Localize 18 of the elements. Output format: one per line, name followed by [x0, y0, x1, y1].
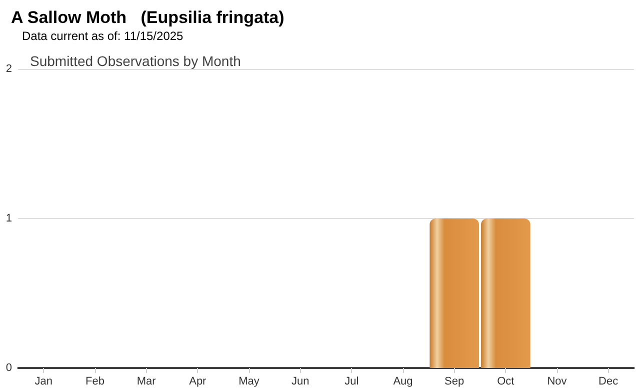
x-tick-label: Apr: [189, 376, 207, 388]
x-tick-label: Aug: [393, 376, 413, 388]
x-tick-label: Oct: [497, 376, 514, 388]
y-tick-label: 2: [6, 63, 12, 75]
x-tick-label: Jun: [291, 376, 310, 388]
x-tick-label: Dec: [598, 376, 619, 388]
y-tick-label: 0: [6, 362, 12, 374]
y-tick-label: 1: [6, 212, 12, 224]
x-tick-label: Feb: [86, 376, 104, 388]
x-tick-label: Sep: [444, 376, 464, 388]
x-tick-label: May: [238, 376, 260, 388]
chart-title: A Sallow Moth (Eupsilia fringata): [11, 8, 284, 27]
text: Submitted Observations by Month: [30, 53, 241, 69]
x-tick-label: Nov: [547, 376, 568, 388]
chart-subtitle: Data current as of: 11/15/2025: [22, 29, 184, 43]
x-tick-label: Jul: [344, 376, 359, 388]
x-tick-label: Mar: [136, 376, 156, 388]
x-tick-label: Jan: [34, 376, 53, 388]
